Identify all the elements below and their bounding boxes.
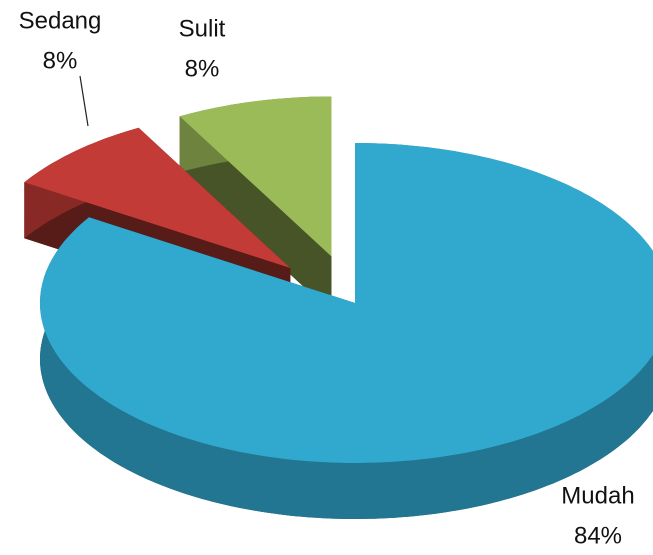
slice <box>24 127 291 268</box>
data-label-name: Sedang <box>19 7 102 34</box>
slice-wall <box>179 116 332 313</box>
data-label-name: Mudah <box>561 482 634 509</box>
data-label-value: 8% <box>185 55 220 82</box>
data-label-name: Sulit <box>179 15 226 42</box>
slice <box>40 143 653 463</box>
slice <box>179 96 332 257</box>
leader-line <box>79 75 89 127</box>
data-label-value: 84% <box>574 522 622 549</box>
data-label-value: 8% <box>43 47 78 74</box>
